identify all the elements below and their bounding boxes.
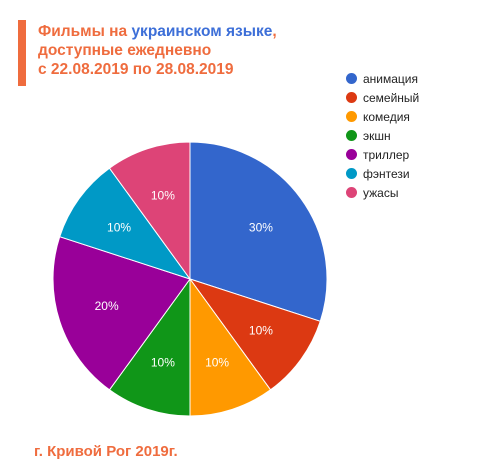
pie-slice-label-6: 10% — [107, 220, 131, 234]
legend-label: семейный — [363, 90, 420, 105]
footer-caption: г. Кривой Рог 2019г. — [34, 443, 178, 460]
pie-slice-label-5: 20% — [95, 299, 119, 313]
pie-slice-label-3: 10% — [205, 355, 229, 369]
pie-slice-5 — [52, 236, 191, 391]
chart-title: Фильмы на украинском языке, доступные еж… — [38, 22, 338, 79]
legend-label: анимация — [363, 71, 419, 86]
legend-item: анимация — [346, 69, 419, 88]
legend-color-dot — [346, 149, 357, 160]
title-line-1-part-3: , — [272, 23, 277, 40]
pie-slice-label-1: 30% — [249, 220, 273, 234]
pie-slice-4 — [108, 277, 191, 417]
legend-item: ужасы — [346, 183, 419, 202]
legend-item: фэнтези — [346, 164, 419, 183]
pie-slice-6 — [59, 167, 192, 280]
legend-color-dot — [346, 92, 357, 103]
legend-item: семейный — [346, 88, 419, 107]
legend-color-dot — [346, 111, 357, 122]
legend-label: комедия — [363, 109, 410, 124]
legend-label: экшн — [363, 128, 391, 143]
pie-slice-label-4: 10% — [151, 355, 175, 369]
pie-slice-label-2: 10% — [249, 324, 273, 338]
title-line-1-highlight: украинском языке — [131, 23, 273, 40]
legend-item: экшн — [346, 126, 419, 145]
legend-item: триллер — [346, 145, 419, 164]
chart-legend: анимация семейный комедия экшн триллер фэнтез… — [346, 69, 419, 202]
title-line-1-part-1: Фильмы на — [38, 23, 132, 40]
pie-slice-1 — [189, 141, 328, 322]
title-line-3: с 22.08.2019 по 28.08.2019 — [38, 61, 234, 78]
legend-color-dot — [346, 73, 357, 84]
legend-label: ужасы — [363, 185, 399, 200]
legend-color-dot — [346, 168, 357, 179]
pie-slice-7 — [108, 141, 191, 281]
title-line-1: Фильмы на украинском языке, — [38, 22, 338, 41]
legend-color-dot — [346, 187, 357, 198]
legend-label: фэнтези — [363, 166, 410, 181]
title-accent-bar — [18, 20, 26, 86]
legend-color-dot — [346, 130, 357, 141]
title-line-2: доступные ежедневно — [38, 42, 212, 59]
legend-label: триллер — [363, 147, 410, 162]
legend-item: комедия — [346, 107, 419, 126]
pie-slice-3 — [189, 277, 272, 417]
pie-slice-label-7: 10% — [151, 189, 175, 203]
pie-slice-2 — [188, 278, 321, 391]
